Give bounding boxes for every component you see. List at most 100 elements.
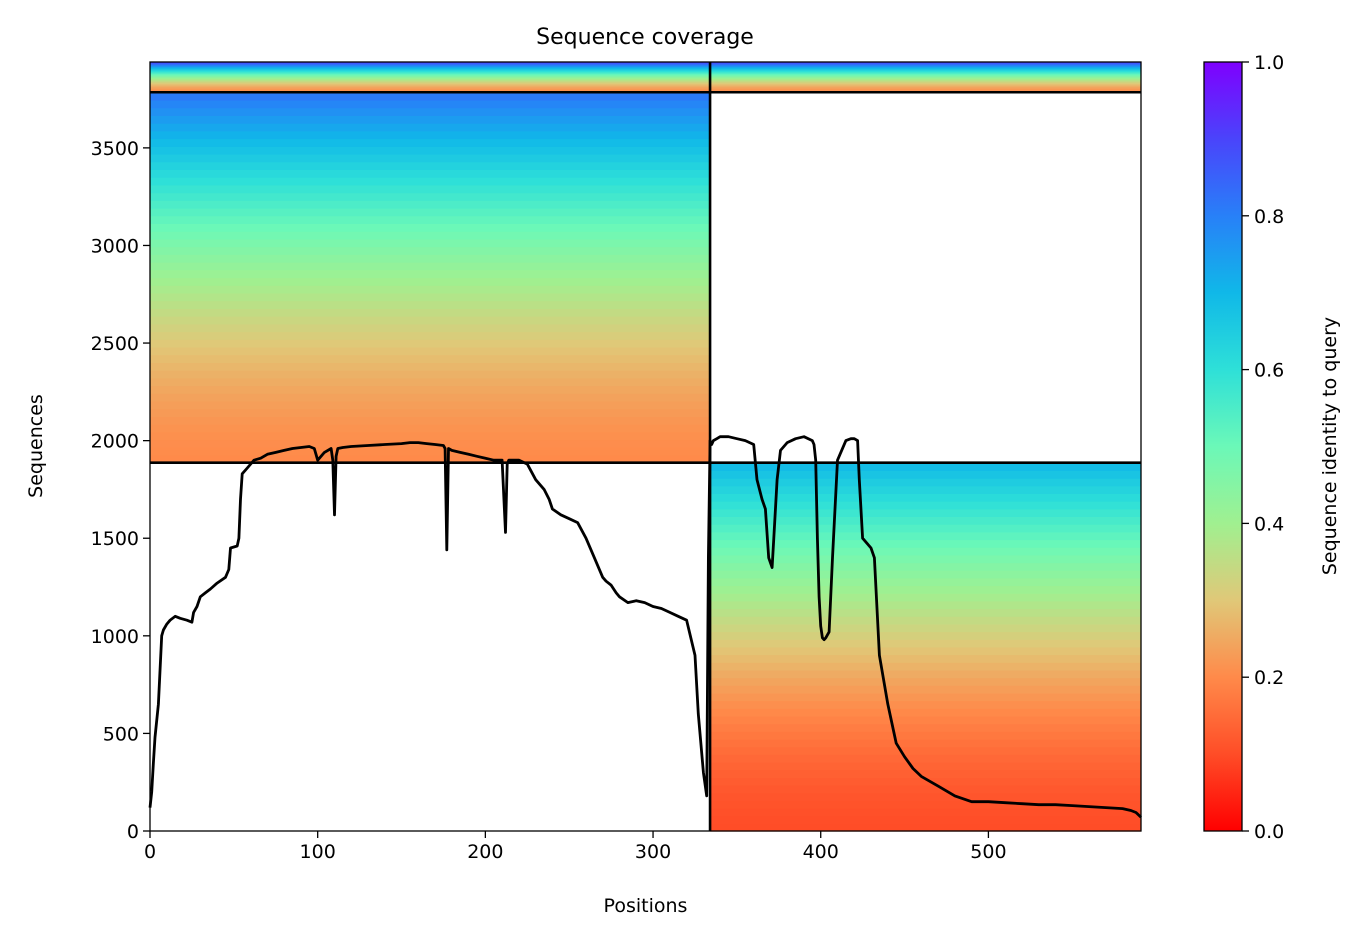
heatmap-strip	[150, 300, 711, 309]
heatmap-strip	[150, 231, 711, 240]
heatmap-block-2	[710, 462, 1141, 832]
heatmap-strip	[150, 308, 711, 317]
heatmap-strip	[710, 585, 1141, 594]
heatmap-strip	[150, 65, 1141, 67]
heatmap-strip	[150, 146, 711, 155]
heatmap-strip	[710, 646, 1141, 656]
y-tick-label: 1000	[91, 626, 139, 648]
heatmap-strip	[150, 393, 711, 402]
heatmap-strip	[150, 169, 711, 178]
heatmap-strip	[710, 738, 1141, 748]
heatmap-strip	[150, 154, 711, 163]
heatmap-strip	[150, 269, 711, 279]
heatmap-strip	[150, 138, 711, 147]
heatmap-strip	[710, 462, 1141, 471]
heatmap-strip	[710, 654, 1141, 663]
heatmap-strip	[710, 547, 1141, 556]
heatmap-strip	[150, 246, 711, 255]
x-tick-label: 200	[467, 841, 503, 863]
y-tick-label: 0	[127, 821, 139, 843]
colorbar-tick-label: 0.6	[1254, 360, 1284, 382]
heatmap-strip	[710, 608, 1141, 617]
coverage-heatmap	[150, 62, 1141, 832]
heatmap-strip	[150, 408, 711, 417]
y-tick-label: 2500	[91, 333, 139, 355]
heatmap-strip	[710, 708, 1141, 717]
colorbar-tick-label: 0.8	[1254, 206, 1284, 228]
heatmap-strip	[150, 82, 1141, 84]
colorbar: 0.0 0.2 0.4 0.6 0.8 1.0 Sequence identity to …	[1203, 52, 1341, 843]
heatmap-strip	[150, 130, 711, 140]
heatmap-strip	[150, 87, 1141, 89]
heatmap-strip	[150, 292, 711, 302]
y-tick-label: 1500	[91, 528, 139, 550]
heatmap-strip	[150, 82, 1141, 84]
heatmap-strip	[710, 808, 1141, 817]
heatmap-strip	[150, 84, 1141, 86]
heatmap-strip	[710, 746, 1141, 755]
heatmap-strip	[710, 669, 1141, 679]
heatmap-strip	[710, 600, 1141, 610]
heatmap-strip	[710, 485, 1141, 494]
heatmap-strip	[150, 346, 711, 356]
heatmap-strip	[150, 262, 711, 271]
heatmap-strip	[150, 88, 1141, 90]
heatmap-strip	[710, 501, 1141, 510]
heatmap-strip	[150, 74, 1141, 76]
heatmap-strip	[150, 192, 711, 201]
heatmap-strip	[150, 354, 711, 363]
heatmap-strip	[150, 115, 711, 124]
heatmap-strip	[150, 85, 1141, 87]
x-tick-label: 100	[300, 841, 336, 863]
heatmap-strip	[150, 385, 711, 394]
heatmap-strip	[150, 424, 711, 433]
heatmap-strip	[710, 508, 1141, 517]
heatmap-strip	[150, 73, 1141, 75]
heatmap-strip	[150, 67, 1141, 69]
heatmap-strip	[710, 470, 1141, 479]
heatmap-strip	[150, 177, 711, 186]
heatmap-strip	[150, 184, 711, 194]
heatmap-strip	[710, 539, 1141, 548]
plot-frame	[149, 61, 1142, 832]
heatmap-strip	[710, 554, 1141, 564]
heatmap-strip	[150, 339, 711, 348]
y-tick-label: 2000	[91, 431, 139, 453]
heatmap-strip	[710, 570, 1141, 579]
heatmap-strip	[150, 86, 1141, 88]
heatmap-strip	[150, 401, 711, 410]
heatmap-strip	[150, 285, 711, 294]
heatmap-strip	[710, 577, 1141, 587]
heatmap-strip	[710, 777, 1141, 786]
heatmap-strip	[710, 761, 1141, 771]
heatmap-strip	[150, 316, 711, 325]
heatmap-strip	[150, 215, 711, 224]
heatmap-strip	[710, 692, 1141, 702]
heatmap-strip	[150, 377, 711, 387]
heatmap-strip	[150, 75, 1141, 78]
heatmap-strip	[710, 493, 1141, 502]
heatmap-strip	[150, 123, 711, 132]
heatmap-strip	[150, 65, 1141, 67]
heatmap-strip	[150, 77, 1141, 79]
y-tick-label: 3000	[91, 235, 139, 257]
colorbar-label: Sequence identity to query	[1319, 317, 1341, 575]
heatmap-strip	[710, 531, 1141, 541]
x-tick-label: 300	[635, 841, 671, 863]
heatmap-strip	[150, 68, 1141, 70]
y-axis-ticks: 0 500 1000 1500 2000 2500 3000 3500	[91, 138, 150, 843]
heatmap-strip	[150, 323, 711, 333]
heatmap-strip	[710, 639, 1141, 648]
x-axis-ticks: 0 100 200 300 400 500	[144, 831, 1007, 863]
y-axis-label: Sequences	[25, 394, 47, 498]
heatmap-strip	[710, 524, 1141, 533]
heatmap-strip	[150, 100, 711, 109]
heatmap-strip	[150, 70, 1141, 72]
x-tick-label: 0	[144, 841, 156, 863]
heatmap-strip	[710, 731, 1141, 740]
heatmap-strip	[710, 754, 1141, 763]
heatmap-strip	[150, 71, 1141, 73]
heatmap-strip	[710, 685, 1141, 694]
heatmap-strip	[150, 455, 711, 464]
